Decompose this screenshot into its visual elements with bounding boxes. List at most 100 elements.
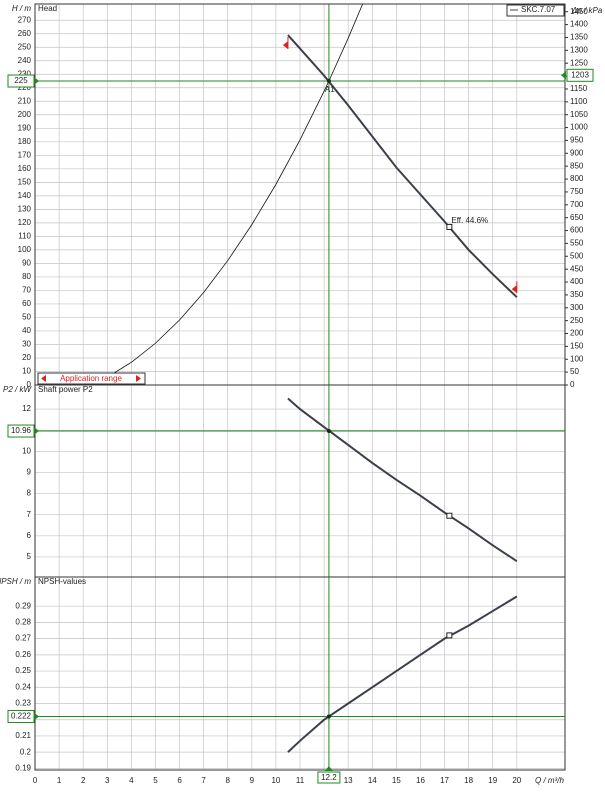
y2-tick-label: 100 xyxy=(570,354,584,363)
y-tick-label: 7 xyxy=(27,510,32,519)
x-tick-label: 17 xyxy=(440,776,449,785)
y2-tick-label: 350 xyxy=(570,290,584,299)
curve xyxy=(287,397,518,562)
x-tick-label: 9 xyxy=(250,776,255,785)
y2-tick-label: 50 xyxy=(570,367,579,376)
panel-title: Head xyxy=(38,4,57,13)
operating-point xyxy=(326,429,331,434)
x-tick-label: 5 xyxy=(153,776,158,785)
y-tick-label: 130 xyxy=(18,204,32,213)
y-tick-label: 160 xyxy=(18,164,32,173)
y-tick-label: 150 xyxy=(18,177,32,186)
operating-y-label: 0.222 xyxy=(11,712,32,721)
y-axis-label: H / m xyxy=(12,4,31,13)
y-tick-label: 0.21 xyxy=(15,731,31,740)
y2-tick-label: 1150 xyxy=(570,84,588,93)
operating-y2-label: 1203 xyxy=(571,70,589,79)
y2-tick-label: 1250 xyxy=(570,58,588,67)
y-tick-label: 40 xyxy=(22,326,31,335)
y-tick-label: 0.23 xyxy=(15,699,31,708)
y2-tick-label: 550 xyxy=(570,239,584,248)
y-tick-label: 240 xyxy=(18,56,32,65)
y2-tick-label: 400 xyxy=(570,277,584,286)
range-flag xyxy=(282,41,288,50)
y-tick-label: 140 xyxy=(18,191,32,200)
series-layer xyxy=(287,595,518,753)
value-box xyxy=(566,68,594,82)
y-tick-label: 5 xyxy=(27,552,32,561)
y-tick-label: 260 xyxy=(18,29,32,38)
y-axis-label: P2 / kW xyxy=(3,385,32,394)
y-tick-label: 12 xyxy=(22,404,31,413)
y-tick-label: 80 xyxy=(22,272,31,281)
legend-label: SKC.7.07 xyxy=(521,5,556,14)
value-arrow xyxy=(561,71,566,80)
y2-tick-label: 300 xyxy=(570,303,584,312)
x-tick-label: 4 xyxy=(129,776,134,785)
range-arrow xyxy=(41,375,46,382)
curve xyxy=(287,595,518,753)
y-tick-label: 90 xyxy=(22,259,31,268)
range-box xyxy=(37,372,146,385)
y-tick-label: 250 xyxy=(18,42,32,51)
y-tick-label: 200 xyxy=(18,110,32,119)
y-tick-label: 170 xyxy=(18,150,32,159)
y-tick-label: 0.27 xyxy=(15,634,31,643)
efficiency-marker xyxy=(446,512,453,519)
y-tick-label: 60 xyxy=(22,299,31,308)
curve xyxy=(287,34,518,298)
x-tick-label: 16 xyxy=(416,776,425,785)
x-tick-label: 7 xyxy=(201,776,206,785)
y-tick-label: 0 xyxy=(27,380,32,389)
y-tick-label: 110 xyxy=(18,231,31,240)
y-tick-label: 0.26 xyxy=(15,650,31,659)
y2-tick-label: 900 xyxy=(570,148,584,157)
value-arrow xyxy=(324,766,333,771)
y2-tick-label: 250 xyxy=(570,316,584,325)
y-tick-label: 30 xyxy=(22,340,31,349)
x-tick-label: 13 xyxy=(344,776,353,785)
range-flag xyxy=(511,285,517,294)
efficiency-marker xyxy=(446,223,453,230)
y-tick-label: 210 xyxy=(18,96,32,105)
y2-tick-label: 500 xyxy=(570,251,584,260)
y2-tick-label: 200 xyxy=(570,329,584,338)
x-tick-label: 2 xyxy=(81,776,86,785)
y2-tick-label: 800 xyxy=(570,174,584,183)
range-label: Application range xyxy=(60,374,122,383)
y-tick-label: 10 xyxy=(22,446,31,455)
y-tick-label: 10 xyxy=(22,367,31,376)
y-tick-label: 0.29 xyxy=(15,601,31,610)
y2-axis-label: Δp / kPa xyxy=(571,6,603,15)
y-tick-label: 6 xyxy=(27,531,32,540)
y2-tick-label: 1000 xyxy=(570,123,588,132)
operating-point xyxy=(326,714,331,719)
y2-tick-label: 700 xyxy=(570,200,584,209)
y2-tick-label: 0 xyxy=(570,380,575,389)
series-layer xyxy=(287,397,518,562)
operating-y-label: 10.96 xyxy=(11,426,32,435)
y-tick-label: 100 xyxy=(18,245,32,254)
y2-tick-label: 1350 xyxy=(570,33,588,42)
x-tick-label: 19 xyxy=(488,776,497,785)
y2-tick-label: 1450 xyxy=(570,7,588,16)
y2-tick-label: 450 xyxy=(570,264,584,273)
plot-frame xyxy=(34,576,566,771)
y-tick-label: 0.2 xyxy=(20,747,32,756)
y2-tick-label: 850 xyxy=(570,161,584,170)
y-tick-label: 120 xyxy=(18,218,32,227)
y-tick-label: 20 xyxy=(22,353,31,362)
y-tick-label: 0.25 xyxy=(15,666,31,675)
x-tick-label: 6 xyxy=(177,776,182,785)
operating-point-label: A1 xyxy=(325,85,335,94)
y-tick-label: 190 xyxy=(18,123,32,132)
operating-x-label: 12.2 xyxy=(321,773,337,782)
x-tick-label: 10 xyxy=(271,776,280,785)
y-tick-label: 50 xyxy=(22,313,31,322)
y2-tick-label: 650 xyxy=(570,213,584,222)
y2-tick-label: 1100 xyxy=(570,97,588,106)
x-tick-label: 14 xyxy=(368,776,377,785)
value-arrow xyxy=(34,77,39,86)
y2-tick-label: 750 xyxy=(570,187,584,196)
